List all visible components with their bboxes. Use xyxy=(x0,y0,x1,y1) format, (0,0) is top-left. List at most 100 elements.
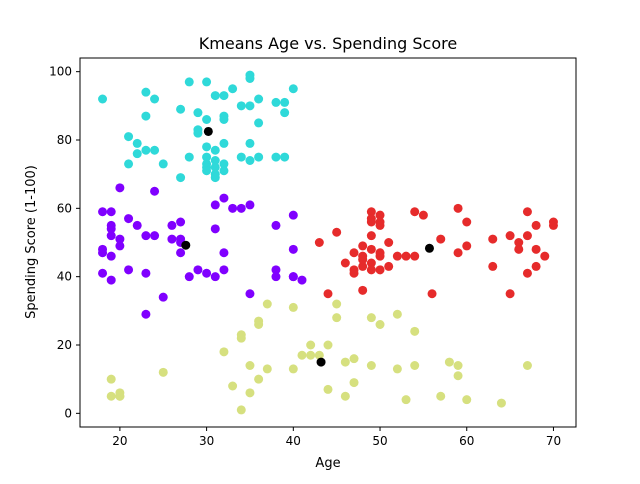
data-point xyxy=(141,268,151,278)
data-point xyxy=(314,350,324,360)
data-point xyxy=(124,159,134,169)
data-point xyxy=(219,115,229,124)
data-point xyxy=(245,361,255,370)
data-point xyxy=(210,169,220,179)
series-1 xyxy=(98,70,298,183)
data-point xyxy=(340,357,350,367)
data-point xyxy=(98,248,108,258)
data-point xyxy=(202,166,212,176)
data-point xyxy=(332,227,342,237)
data-point xyxy=(210,162,220,172)
data-point xyxy=(158,292,168,302)
data-point xyxy=(323,340,333,350)
data-points xyxy=(98,70,558,415)
data-point xyxy=(219,347,229,357)
data-point xyxy=(228,381,238,391)
data-point xyxy=(106,207,116,217)
data-point xyxy=(271,220,281,230)
data-point xyxy=(132,149,142,159)
data-point xyxy=(288,244,298,254)
x-axis-label: Age xyxy=(315,456,340,471)
data-point xyxy=(132,138,142,148)
data-point xyxy=(176,248,186,258)
data-point xyxy=(288,210,298,220)
data-point xyxy=(150,231,160,241)
data-point xyxy=(444,357,454,367)
data-point xyxy=(314,238,324,247)
data-point xyxy=(210,224,220,234)
data-point xyxy=(124,132,134,142)
data-point xyxy=(332,299,342,309)
data-point xyxy=(366,231,376,241)
series-2 xyxy=(98,183,307,319)
data-point xyxy=(410,251,420,261)
data-point xyxy=(202,77,212,87)
data-point xyxy=(106,251,116,261)
data-point xyxy=(98,268,108,278)
data-point xyxy=(271,265,281,275)
data-point xyxy=(141,87,151,97)
y-tick-label: 40 xyxy=(57,270,72,284)
data-point xyxy=(384,261,394,271)
data-point xyxy=(228,84,238,94)
data-point xyxy=(453,371,463,381)
data-point xyxy=(202,115,212,124)
data-point xyxy=(366,244,376,254)
centroid-point xyxy=(181,240,191,250)
data-point xyxy=(323,384,333,394)
data-point xyxy=(202,152,212,162)
data-point xyxy=(488,234,498,244)
data-point xyxy=(366,217,376,227)
data-point xyxy=(176,173,186,183)
data-point xyxy=(522,361,532,370)
data-point xyxy=(176,217,186,227)
data-point xyxy=(375,320,385,329)
data-point xyxy=(427,289,437,299)
data-point xyxy=(219,248,229,258)
data-point xyxy=(271,97,281,107)
data-point xyxy=(358,255,368,265)
data-point xyxy=(375,265,385,275)
data-point xyxy=(141,231,151,241)
data-point xyxy=(366,265,376,275)
data-point xyxy=(262,364,272,374)
data-point xyxy=(522,268,532,278)
chart-title: Kmeans Age vs. Spending Score xyxy=(199,34,457,53)
data-point xyxy=(219,159,229,169)
data-point xyxy=(124,265,134,275)
data-point xyxy=(210,91,220,101)
data-point xyxy=(288,302,298,312)
data-point xyxy=(245,101,255,111)
data-point xyxy=(236,203,246,213)
data-point xyxy=(410,361,420,370)
data-point xyxy=(522,231,532,241)
y-tick-label: 60 xyxy=(57,201,72,215)
data-point xyxy=(349,248,359,258)
data-point xyxy=(236,101,246,111)
data-point xyxy=(288,364,298,374)
data-point xyxy=(219,193,229,203)
data-point xyxy=(358,285,368,295)
data-point xyxy=(106,391,116,401)
data-point xyxy=(115,234,125,244)
data-point xyxy=(531,244,541,254)
data-point xyxy=(496,398,506,408)
data-point xyxy=(392,309,402,319)
data-point xyxy=(98,94,108,104)
data-point xyxy=(462,241,472,251)
centroid-point xyxy=(316,357,326,367)
x-tick-label: 40 xyxy=(286,434,301,448)
data-point xyxy=(106,275,116,285)
data-point xyxy=(410,326,420,336)
data-point xyxy=(184,152,194,162)
data-point xyxy=(297,275,307,285)
data-point xyxy=(106,374,116,384)
y-axis-ticks: 0 20 40 60 80 100 xyxy=(49,65,80,420)
data-point xyxy=(288,84,298,94)
data-point xyxy=(236,333,246,343)
data-point xyxy=(358,261,368,271)
data-point xyxy=(323,289,333,299)
data-point xyxy=(167,234,177,244)
